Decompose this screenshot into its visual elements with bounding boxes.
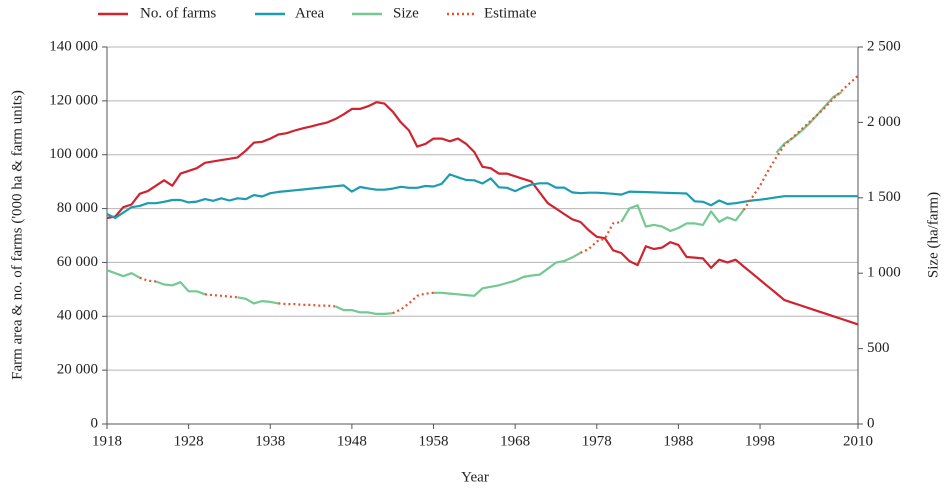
x-tick-label: 2010 [843, 433, 873, 449]
series-line [620, 204, 745, 233]
x-tick-label: 1958 [419, 433, 449, 449]
y-tick-label: 120 000 [49, 92, 98, 108]
legend-label: Area [295, 5, 324, 21]
y2-tick-label: 0 [867, 415, 875, 431]
x-axis-label: Year [461, 469, 489, 485]
x-tick-label: 1918 [92, 433, 122, 449]
y-tick-label: 140 000 [49, 38, 98, 54]
x-tick-label: 1948 [337, 433, 367, 449]
legend-label: No. of farms [140, 5, 216, 21]
series-line [433, 251, 582, 297]
series-line [278, 302, 336, 308]
series-line [106, 269, 141, 279]
x-tick-label: 1978 [582, 433, 612, 449]
x-tick-label: 1998 [745, 433, 775, 449]
y2-tick-label: 1 500 [867, 189, 901, 205]
y-tick-label: 20 000 [57, 362, 98, 378]
y-tick-label: 80 000 [57, 200, 98, 216]
x-tick-label: 1968 [500, 433, 530, 449]
y2-axis-label: Size (ha/farm) [925, 192, 941, 278]
series-line [106, 101, 859, 326]
y-tick-label: 60 000 [57, 254, 98, 270]
y-tick-label: 40 000 [57, 308, 98, 324]
legend-label: Estimate [484, 5, 537, 21]
series-line [335, 305, 393, 315]
y-tick-label: 100 000 [49, 146, 98, 162]
series-line [106, 173, 858, 220]
x-tick-label: 1938 [255, 433, 285, 449]
x-tick-label: 1988 [663, 433, 693, 449]
series-line [204, 293, 238, 299]
y2-tick-label: 1 000 [867, 265, 901, 281]
y2-tick-label: 2 500 [867, 38, 901, 54]
series-line [139, 276, 157, 283]
series-line [742, 74, 859, 211]
series-line [237, 296, 279, 305]
legend-label: Size [393, 5, 419, 21]
series-line [155, 280, 206, 296]
y-axis-label: Farm area & no. of farms ('000 ha & farm… [9, 90, 25, 380]
y-tick-label: 0 [91, 415, 99, 431]
y2-tick-label: 2 000 [867, 114, 901, 130]
y2-tick-label: 500 [867, 340, 890, 356]
x-tick-label: 1928 [174, 433, 204, 449]
series-line [392, 291, 434, 315]
